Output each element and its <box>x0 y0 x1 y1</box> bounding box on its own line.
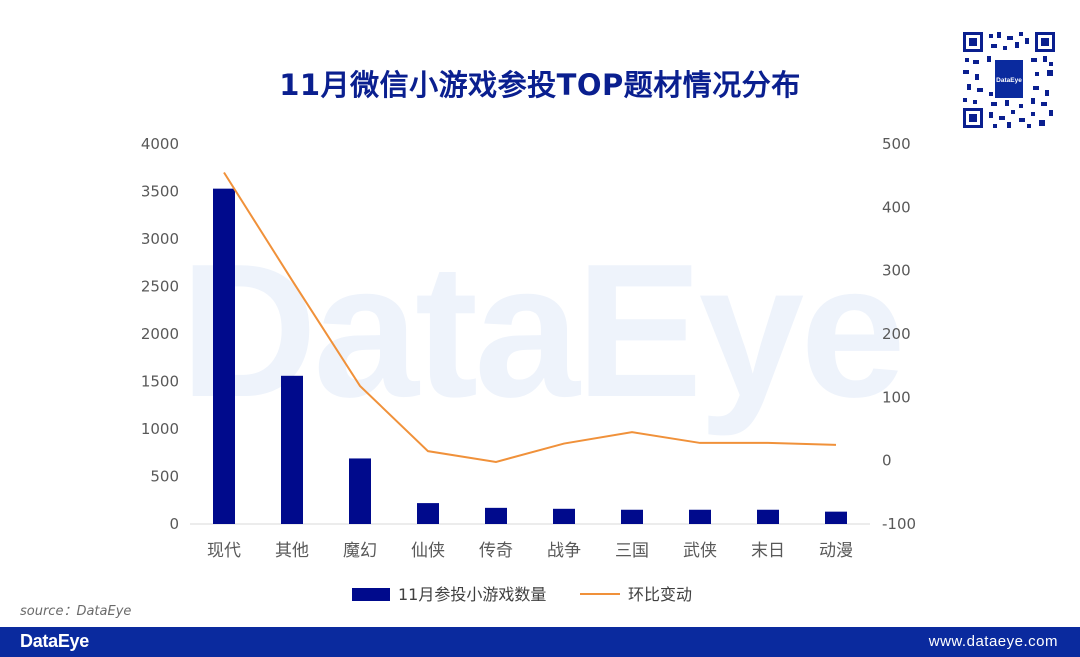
legend: 11月参投小游戏数量 环比变动 <box>352 585 692 604</box>
right-axis-tick: 300 <box>882 262 911 280</box>
qr-center-label: DataEye <box>996 77 1022 84</box>
bar-动漫 <box>825 511 847 524</box>
category-label: 末日 <box>751 541 785 561</box>
chart-area: 0 500 1000 1500 2000 2500 3000 3500 4000 -100 0 10… <box>141 135 916 604</box>
left-axis-tick: 3000 <box>141 230 179 248</box>
category-label: 三国 <box>615 541 649 561</box>
right-axis-tick: 400 <box>882 198 911 216</box>
bar-仙侠 <box>417 503 439 524</box>
source-note: source：DataEye <box>20 604 132 619</box>
category-label: 武侠 <box>683 541 717 561</box>
bar-三国 <box>621 509 643 524</box>
category-label: 魔幻 <box>343 541 377 561</box>
bar-其他 <box>281 375 303 524</box>
qr-code[interactable]: DataEye <box>961 30 1057 130</box>
left-axis-tick: 3500 <box>141 183 179 201</box>
category-label: 传奇 <box>479 541 513 561</box>
right-axis-tick: 0 <box>882 452 892 470</box>
right-axis-tick: 200 <box>882 325 911 343</box>
left-axis-tick: 0 <box>169 515 179 533</box>
left-axis-tick: 2000 <box>141 325 179 343</box>
left-axis-tick: 500 <box>150 468 179 486</box>
left-axis: 0 500 1000 1500 2000 2500 3000 3500 4000 <box>141 135 179 533</box>
legend-line-label: 环比变动 <box>628 585 692 604</box>
bar-战争 <box>553 508 575 524</box>
bar-末日 <box>757 509 779 524</box>
category-label: 其他 <box>275 541 309 561</box>
right-axis: -100 0 100 200 300 400 500 <box>882 135 916 533</box>
category-labels: 现代 其他 魔幻 仙侠 传奇 战争 三国 武侠 末日 动漫 <box>207 541 853 561</box>
left-axis-tick: 1000 <box>141 420 179 438</box>
left-axis-tick: 4000 <box>141 135 179 153</box>
bar-魔幻 <box>349 458 371 524</box>
right-axis-tick: 500 <box>882 135 911 153</box>
category-label: 动漫 <box>819 541 853 561</box>
footer-website-link[interactable]: www.dataeye.com <box>928 633 1058 650</box>
bar-武侠 <box>689 509 711 524</box>
right-axis-tick: -100 <box>882 515 916 533</box>
bar-series <box>213 188 847 524</box>
footer-logo: DataEye <box>20 631 89 651</box>
footer-bar: DataEye www.dataeye.com <box>0 627 1080 657</box>
line-series <box>223 171 837 463</box>
category-label: 仙侠 <box>411 541 445 561</box>
chart-title: 11月微信小游戏参投TOP题材情况分布 <box>279 68 801 102</box>
legend-bar-swatch <box>352 588 390 601</box>
bar-传奇 <box>485 507 507 524</box>
category-label: 战争 <box>547 541 581 561</box>
category-label: 现代 <box>207 541 241 561</box>
bar-现代 <box>213 188 235 524</box>
legend-bar-label: 11月参投小游戏数量 <box>398 585 546 604</box>
right-axis-tick: 100 <box>882 388 911 406</box>
left-axis-tick: 2500 <box>141 278 179 296</box>
left-axis-tick: 1500 <box>141 373 179 391</box>
